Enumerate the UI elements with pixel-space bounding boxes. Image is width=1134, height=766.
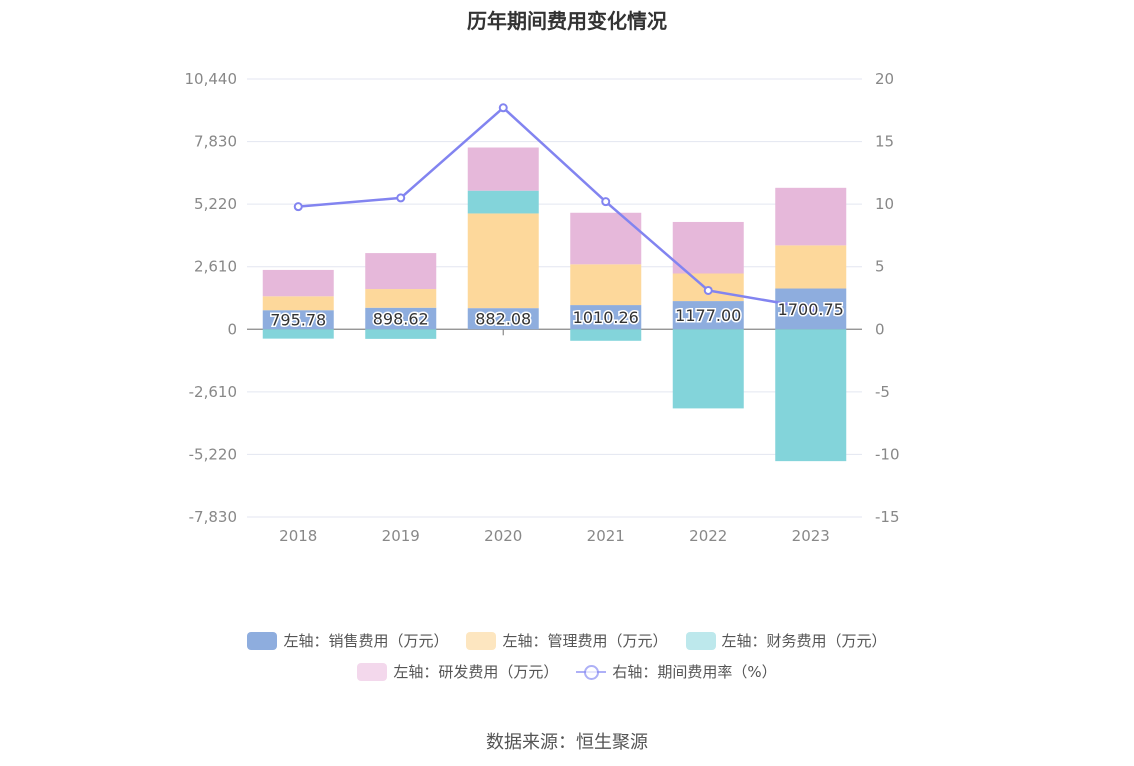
data-source: 数据来源：恒生聚源 [486, 732, 648, 753]
x-axis-tick-label: 2018 [279, 527, 317, 545]
bar-segment [467, 190, 539, 214]
bar-segment [672, 329, 744, 409]
legend-label-rnd: 左轴：研发费用（万元） [393, 663, 559, 681]
bar-segment [672, 301, 744, 330]
bar-segment [262, 310, 334, 330]
data-label: 882.08 [475, 310, 531, 329]
legend-swatch-admin [466, 631, 497, 650]
right-axis-tick-label: 10 [875, 195, 894, 213]
x-axis-tick-label: 2022 [689, 527, 727, 545]
chart-title: 历年期间费用变化情况 [467, 9, 667, 33]
data-label: 795.78 [270, 311, 326, 330]
left-axis-tick-label: -7,830 [189, 508, 237, 526]
x-axis-tick-label: 2021 [587, 527, 625, 545]
right-axis-tick-label: 15 [875, 133, 894, 151]
right-axis-tick-label: -10 [875, 445, 900, 463]
right-axis-tick-label: -15 [875, 508, 900, 526]
bar-segment [262, 296, 334, 311]
bar-segment [570, 329, 642, 341]
left-axis-tick-label: -5,220 [189, 445, 237, 463]
bar-segment [570, 212, 642, 265]
left-axis-tick-label: 5,220 [194, 195, 237, 213]
bar-segment [262, 269, 334, 297]
legend-label-admin: 左轴：管理费用（万元） [502, 632, 668, 650]
legend-item-sales[interactable]: 左轴：销售费用（万元） [247, 630, 448, 651]
rate-point [293, 202, 303, 212]
x-axis-tick-label: 2023 [792, 527, 830, 545]
bar-segment [570, 305, 642, 330]
left-axis-tick-label: 10,440 [185, 70, 238, 88]
bar-segment [365, 329, 437, 339]
x-axis-tick-label: 2020 [484, 527, 522, 545]
bar-segment [467, 308, 539, 330]
legend: 左轴：销售费用（万元） 左轴：管理费用（万元） 左轴：财务费用（万元） 左轴：研… [0, 630, 1134, 692]
bar-segment [365, 307, 437, 330]
x-axis-tick-label: 2019 [382, 527, 420, 545]
chart-plot: 10,440 20 7,830 15 5,220 10 2,610 5 0 0 -2,610 -5 -5… [185, 70, 900, 545]
rate-point [498, 103, 508, 113]
right-axis-tick-label: 5 [875, 258, 885, 276]
legend-item-rate[interactable]: 右轴：期间费用率（%） [576, 661, 777, 682]
right-axis-tick-label: 0 [875, 320, 885, 338]
data-label: 898.62 [373, 310, 429, 329]
right-axis-tick-label: -5 [875, 383, 890, 401]
bar-segment [365, 253, 437, 290]
legend-label-finance: 左轴：财务费用（万元） [721, 632, 887, 650]
legend-swatch-sales [247, 631, 278, 650]
legend-item-rnd[interactable]: 左轴：研发费用（万元） [357, 661, 558, 682]
left-axis-tick-label: 7,830 [194, 133, 237, 151]
bar-segment [262, 329, 334, 339]
bar-segment [672, 221, 744, 274]
legend-swatch-rnd [357, 662, 388, 681]
rate-point [703, 285, 713, 295]
legend-swatch-finance [685, 631, 716, 650]
left-axis-tick-label: 0 [227, 320, 237, 338]
data-label: 1010.26 [573, 308, 639, 327]
legend-label-rate: 右轴：期间费用率（%） [612, 663, 777, 681]
rate-point [396, 193, 406, 203]
left-axis-tick-label: 2,610 [194, 258, 237, 276]
bar-segment [467, 147, 539, 191]
data-label: 1700.75 [778, 300, 844, 319]
rate-line [298, 106, 811, 310]
legend-item-admin[interactable]: 左轴：管理费用（万元） [466, 630, 668, 651]
bar-segment [775, 245, 847, 289]
bar-segment [775, 329, 847, 462]
left-axis-tick-label: -2,610 [189, 383, 237, 401]
bar-segment [775, 187, 847, 246]
bar-segment [570, 264, 642, 306]
data-label: 1177.00 [675, 306, 741, 325]
rate-point [601, 197, 611, 207]
legend-label-sales: 左轴：销售费用（万元） [283, 632, 449, 650]
right-axis-tick-label: 20 [875, 70, 894, 88]
bar-segment [467, 213, 539, 309]
rate-point [806, 303, 816, 313]
legend-item-finance[interactable]: 左轴：财务费用（万元） [685, 630, 887, 651]
legend-swatch-rate [576, 663, 607, 681]
bar-segment [365, 289, 437, 308]
